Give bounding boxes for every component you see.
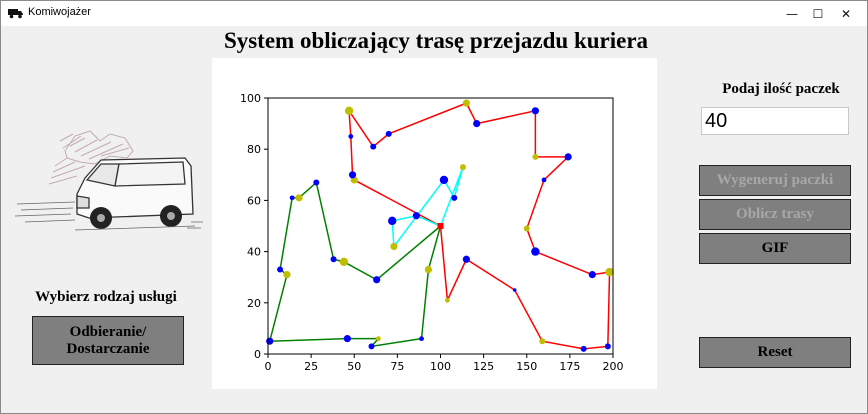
package-point	[564, 153, 572, 161]
package-point	[348, 171, 357, 179]
package-point	[385, 130, 392, 137]
package-point	[289, 195, 295, 201]
package-point	[604, 343, 611, 350]
package-point	[343, 335, 351, 343]
package-point	[439, 175, 449, 185]
package-point	[277, 266, 284, 273]
package-point	[462, 255, 470, 263]
package-point	[368, 343, 375, 350]
gif-button[interactable]: GIF	[699, 233, 851, 264]
package-point	[390, 242, 398, 251]
generate-packages-button[interactable]: Wygeneruj paczki	[699, 165, 851, 196]
package-point	[295, 194, 303, 202]
service-type-label: Wybierz rodzaj usługi	[35, 289, 177, 305]
route-plot: 0 25 50 75 100 125 150 175 200 0 20 40 60 80 100	[212, 58, 657, 389]
package-point	[330, 256, 337, 263]
package-point	[531, 247, 540, 256]
route-line-2	[391, 166, 464, 249]
y-tick-label: 80	[247, 143, 261, 156]
package-point	[459, 164, 466, 171]
package-point	[348, 134, 354, 139]
x-tick-label: 100	[430, 360, 451, 373]
delivery-truck-icon	[8, 9, 23, 19]
y-tick-label: 20	[247, 297, 261, 310]
package-point	[388, 216, 397, 226]
package-point	[531, 107, 539, 115]
x-tick-label: 25	[304, 360, 318, 373]
y-tick-label: 40	[247, 246, 261, 259]
package-count-label: Podaj ilość paczek	[722, 81, 840, 97]
package-count-input[interactable]: 40	[701, 107, 849, 135]
package-point	[580, 345, 587, 352]
maximize-button[interactable]: ☐	[812, 6, 824, 21]
close-button[interactable]: ✕	[840, 6, 852, 21]
reset-button[interactable]: Reset	[699, 337, 851, 368]
package-point	[523, 225, 530, 232]
package-point	[473, 120, 481, 128]
package-point	[462, 99, 470, 107]
page-title: System obliczający trasę przejazdu kurie…	[223, 28, 649, 53]
package-point	[376, 336, 381, 342]
x-tick-label: 150	[516, 360, 537, 373]
package-point	[339, 257, 349, 267]
package-point	[424, 265, 433, 274]
package-point	[412, 212, 420, 220]
package-point	[451, 194, 458, 201]
y-tick-label: 60	[247, 194, 261, 207]
package-point	[532, 153, 539, 160]
x-tick-label: 50	[347, 360, 361, 373]
x-tick-label: 0	[265, 360, 272, 373]
package-point	[313, 179, 320, 186]
package-point	[539, 338, 546, 345]
title-bar: Komiwojażer — ☐ ✕	[1, 1, 867, 26]
x-tick-label: 175	[559, 360, 580, 373]
package-point	[512, 288, 517, 292]
package-point	[588, 271, 596, 279]
package-point	[344, 106, 354, 115]
x-tick-label: 200	[603, 360, 624, 373]
y-tick-label: 100	[240, 92, 261, 105]
route-line-1	[348, 102, 611, 350]
compute-routes-button[interactable]: Oblicz trasy	[699, 199, 851, 230]
package-point	[605, 267, 614, 277]
package-point	[266, 337, 274, 345]
package-point	[370, 143, 377, 150]
package-point	[541, 177, 547, 183]
depot-marker	[437, 223, 444, 229]
package-point	[373, 276, 381, 284]
pickup-delivery-button[interactable]: Odbieranie/ Dostarczanie	[32, 316, 184, 365]
y-tick-label: 0	[254, 348, 261, 361]
package-point	[419, 336, 424, 342]
window-title: Komiwojażer	[28, 6, 91, 18]
package-point	[283, 271, 291, 279]
x-tick-label: 125	[473, 360, 494, 373]
courier-van-illustration	[15, 130, 203, 231]
minimize-button[interactable]: —	[786, 6, 798, 21]
route-line-3	[268, 181, 442, 348]
x-tick-label: 75	[390, 360, 404, 373]
route-chart: 0 25 50 75 100 125 150 175 200 0 20 40 60 80 100	[240, 92, 624, 373]
package-point	[445, 297, 450, 303]
